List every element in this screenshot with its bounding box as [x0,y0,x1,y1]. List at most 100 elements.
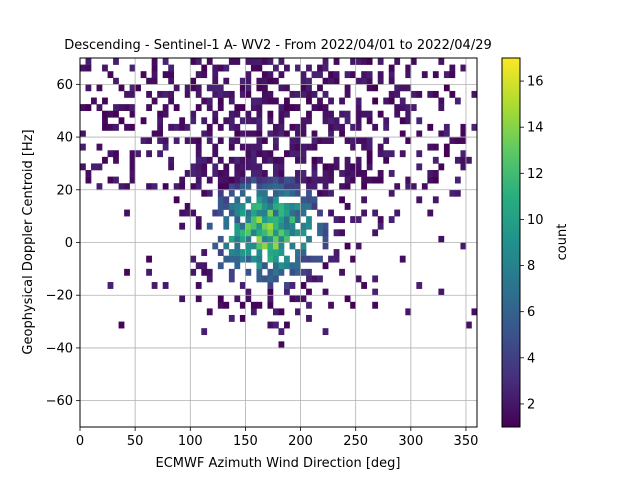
heatmap-cell [107,176,114,184]
heatmap-cell [239,314,246,322]
heatmap-cell [179,222,186,230]
heatmap-cell [201,249,208,256]
heatmap-cell [256,229,263,237]
heatmap-cell [250,117,257,125]
heatmap-cell [427,143,434,151]
heatmap-cell [228,235,235,243]
heatmap-cell [306,176,312,184]
heatmap-cell [328,255,334,263]
heatmap-cell [322,222,329,230]
heatmap-cell [344,202,351,210]
heatmap-cell [195,156,202,164]
heatmap-cell [85,84,92,92]
heatmap-cell [289,216,296,224]
heatmap-cell [107,71,114,79]
heatmap-cell [267,150,274,158]
heatmap-cell [361,137,368,144]
heatmap-cell [256,58,263,65]
heatmap-cell [168,123,175,131]
heatmap-cell [322,110,329,118]
heatmap-cell [295,202,301,210]
heatmap-cell [151,71,158,79]
heatmap-cell [328,77,334,85]
heatmap-cell [306,143,312,151]
heatmap-cell [234,222,241,230]
heatmap-cell [256,64,263,72]
heatmap-cell [339,229,345,237]
heatmap-cell [162,58,169,65]
heatmap-cell [333,71,340,79]
heatmap-cell [184,90,191,98]
heatmap-cell [289,189,296,197]
heatmap-cell [272,196,279,204]
heatmap-cell [443,143,450,151]
heatmap-cell [239,84,246,92]
heatmap-cell [212,209,219,217]
heatmap-cell [460,130,467,138]
heatmap-cell [157,123,164,131]
heatmap-cell [162,90,169,98]
heatmap-cell [272,268,279,276]
heatmap-cell [388,170,395,177]
heatmap-cell [372,301,379,309]
heatmap-cell [355,242,362,250]
heatmap-cell [322,137,329,144]
x-tick-label: 100 [178,434,203,449]
heatmap-cell [206,130,213,138]
heatmap-cell [190,183,197,191]
heatmap-cell [438,163,445,171]
heatmap-cell [416,163,423,171]
heatmap-cell [350,123,356,131]
heatmap-cell [300,209,307,217]
heatmap-cell [449,137,456,144]
heatmap-cell [399,150,406,158]
heatmap-cell [234,196,241,204]
heatmap-cell [295,64,301,72]
heatmap-cell [328,130,334,138]
heatmap-cell [317,84,323,92]
heatmap-cell [146,137,152,144]
heatmap-cell [278,229,285,237]
heatmap-cell [272,275,279,283]
heatmap-cell [223,183,230,191]
heatmap-cell [322,170,329,177]
heatmap-cell [239,183,246,191]
heatmap-cell [267,209,274,217]
heatmap-cell [102,64,108,72]
heatmap-cell [399,255,406,263]
heatmap-cell [306,255,312,263]
heatmap-cell [162,137,169,144]
heatmap-cell [300,255,307,263]
heatmap-cell [317,222,323,230]
heatmap-cell [427,90,434,98]
heatmap-cell [113,77,119,85]
heatmap-cell [162,104,169,112]
heatmap-cell [278,84,285,92]
heatmap-cell [118,104,125,112]
heatmap-cell [272,255,279,263]
heatmap-cell [267,235,274,243]
heatmap-cell [295,209,301,217]
heatmap-cell [245,143,252,151]
heatmap-cell [212,143,219,151]
heatmap-cell [460,64,467,72]
heatmap-cell [427,176,434,184]
heatmap-cell [272,176,279,184]
heatmap-cell [201,97,208,105]
heatmap-cell [217,249,224,256]
heatmap-cell [383,117,390,125]
heatmap-cell [256,104,263,112]
heatmap-cell [295,229,301,237]
heatmap-cell [129,150,136,158]
heatmap-cell [250,209,257,217]
heatmap-cell [256,150,263,158]
heatmap-cell [129,170,136,177]
heatmap-cell [328,71,334,79]
heatmap-cell [80,104,86,112]
heatmap-cell [317,104,323,112]
heatmap-cell [212,71,219,79]
heatmap-cell [416,90,423,98]
heatmap-cell [289,202,296,210]
heatmap-cell [261,275,268,283]
heatmap-cell [267,58,274,65]
